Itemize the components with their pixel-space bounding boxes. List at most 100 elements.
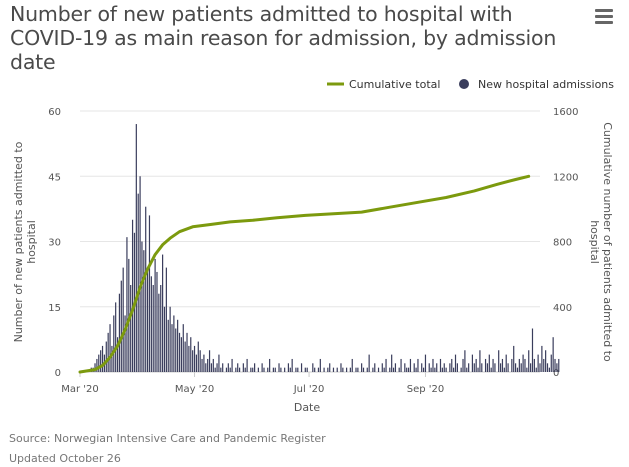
admission-bar xyxy=(182,324,184,372)
admission-bar xyxy=(96,358,98,372)
admission-bar xyxy=(98,354,100,372)
admission-bar xyxy=(184,341,186,372)
admission-bar xyxy=(113,315,115,372)
y-left-tick-label: 0 xyxy=(55,368,61,379)
admission-bar xyxy=(520,363,522,372)
admission-bar xyxy=(460,367,462,372)
admission-bar xyxy=(257,367,259,372)
admission-bar xyxy=(100,350,102,372)
admission-bar xyxy=(381,363,383,372)
page-title: Number of new patients admitted to hospi… xyxy=(10,2,557,74)
y-left-tick-label: 30 xyxy=(48,238,61,249)
admission-bar xyxy=(197,341,199,372)
admission-bar xyxy=(445,367,447,372)
admission-bar xyxy=(167,319,169,372)
admission-bar xyxy=(278,363,280,372)
admission-bar xyxy=(464,350,466,372)
admission-bar xyxy=(231,358,233,372)
admission-bar xyxy=(201,358,203,372)
legend-label-cumulative: Cumulative total xyxy=(349,78,440,91)
admission-bar xyxy=(413,363,415,372)
admission-bar xyxy=(274,367,276,372)
admission-bar xyxy=(361,363,363,372)
admission-bar xyxy=(351,358,353,372)
admission-bar xyxy=(319,358,321,372)
admission-bar xyxy=(511,358,513,372)
admission-bar xyxy=(139,176,141,372)
admission-bar xyxy=(528,350,530,372)
hamburger-menu-icon[interactable] xyxy=(595,9,613,25)
admission-bar xyxy=(269,358,271,372)
admission-bar xyxy=(214,367,216,372)
admission-bar xyxy=(550,354,552,372)
admission-bar xyxy=(468,363,470,372)
admission-bar xyxy=(556,363,558,372)
admission-bar xyxy=(225,367,228,372)
admission-bar xyxy=(280,367,282,372)
admission-bar xyxy=(158,293,160,372)
admission-bar xyxy=(552,337,554,372)
admission-bar xyxy=(451,358,453,372)
admission-bar xyxy=(192,350,194,372)
admission-bar xyxy=(115,302,117,372)
y-left-tick-label: 45 xyxy=(48,172,61,183)
admission-bar xyxy=(212,358,214,372)
admission-bar xyxy=(428,363,430,372)
admission-bar xyxy=(391,354,393,372)
chart-area: 0 15 30 45 60 0 400 800 1200 1600 Mar '20 May '20 Ju… xyxy=(12,78,614,414)
admission-bar xyxy=(516,367,519,372)
admission-bar xyxy=(207,358,209,372)
admission-bar xyxy=(422,367,425,372)
admission-bar xyxy=(177,319,179,372)
admission-bar xyxy=(524,358,526,372)
admission-bar xyxy=(349,367,351,372)
y-right-tick-label: 1200 xyxy=(553,172,578,183)
admission-bar xyxy=(163,306,166,372)
admission-bar xyxy=(222,363,224,372)
x-axis-title: Date xyxy=(294,401,321,414)
admission-bar xyxy=(171,324,173,372)
admission-bar xyxy=(543,358,545,372)
admission-bar xyxy=(145,206,147,372)
admission-bar xyxy=(499,363,502,372)
admission-bar xyxy=(484,358,487,372)
admission-bar xyxy=(218,354,220,372)
admission-bar xyxy=(355,367,357,372)
admission-bar xyxy=(539,363,541,372)
admission-bar xyxy=(494,363,496,372)
admission-bar xyxy=(178,332,181,372)
admission-bar xyxy=(417,358,419,372)
admission-bar xyxy=(317,367,320,372)
admission-bar xyxy=(389,367,391,372)
admission-bar xyxy=(220,367,222,372)
admission-bar xyxy=(130,285,132,372)
admission-bar xyxy=(421,363,423,372)
admission-bar xyxy=(434,367,436,372)
admission-bar xyxy=(237,363,239,372)
admission-bar xyxy=(554,358,556,372)
admission-bar xyxy=(456,363,458,372)
admission-bar xyxy=(407,367,410,372)
admission-bar xyxy=(205,363,207,372)
admission-bar xyxy=(372,367,374,372)
admission-bar xyxy=(101,345,104,372)
admission-bar xyxy=(94,363,96,372)
admission-bar xyxy=(186,332,188,372)
admission-bar xyxy=(462,358,464,372)
admission-bar xyxy=(111,345,113,372)
admission-bar xyxy=(366,367,368,372)
admission-bar xyxy=(306,367,308,372)
source-text: Source: Norwegian Intensive Care and Pan… xyxy=(9,432,326,445)
admission-bar xyxy=(385,358,387,372)
admission-bar xyxy=(137,193,139,372)
admission-bar xyxy=(479,350,481,372)
admission-bar xyxy=(141,241,143,372)
x-tick-label: May '20 xyxy=(175,384,214,395)
admission-bar xyxy=(454,354,457,372)
admission-bar xyxy=(533,358,535,372)
admission-bar xyxy=(312,363,314,372)
admission-bar xyxy=(488,354,490,372)
admission-bar xyxy=(498,350,500,372)
admission-bar xyxy=(558,358,560,372)
admission-bar xyxy=(323,367,325,372)
